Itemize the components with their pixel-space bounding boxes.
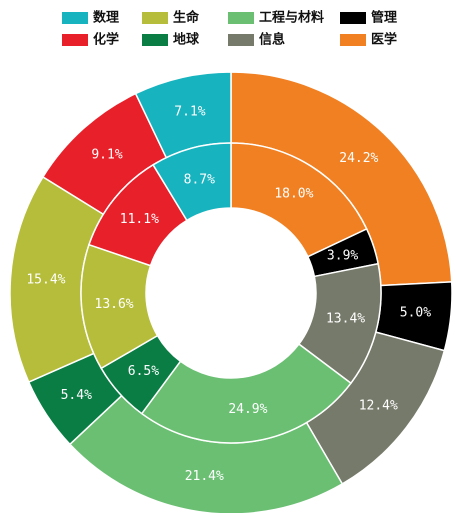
legend-swatch — [62, 12, 88, 24]
legend-label: 生命 — [173, 10, 200, 26]
value-label: 21.4% — [185, 469, 224, 484]
legend-swatch — [142, 34, 168, 46]
legend-label: 数理 — [93, 10, 119, 26]
value-label: 5.0% — [400, 305, 431, 320]
value-label: 13.6% — [95, 297, 134, 312]
legend-swatch — [142, 12, 168, 24]
legend-label: 化学 — [93, 32, 119, 48]
legend-swatch — [62, 34, 88, 46]
legend-label: 地球 — [173, 32, 200, 48]
value-label: 24.2% — [339, 151, 378, 166]
value-label: 18.0% — [274, 186, 313, 201]
legend-label: 医学 — [371, 32, 397, 48]
legend-swatch — [340, 34, 366, 46]
legend-swatch — [340, 12, 366, 24]
legend-swatch — [228, 34, 254, 46]
legend-swatch — [228, 12, 254, 24]
value-label: 12.4% — [359, 398, 398, 413]
value-label: 7.1% — [174, 105, 205, 120]
legend-label: 管理 — [371, 10, 397, 26]
value-label: 3.9% — [327, 249, 358, 264]
value-label: 9.1% — [91, 148, 122, 163]
legend-label: 信息 — [259, 32, 285, 48]
value-label: 6.5% — [128, 364, 159, 379]
donut-segment — [140, 343, 352, 444]
value-label: 15.4% — [26, 273, 65, 288]
donut-segment — [152, 142, 232, 222]
value-label: 24.9% — [228, 402, 267, 417]
value-label: 11.1% — [120, 212, 159, 227]
value-label: 13.4% — [326, 312, 365, 327]
legend-label: 工程与材料 — [259, 10, 324, 26]
value-label: 8.7% — [184, 172, 215, 187]
value-label: 5.4% — [61, 388, 92, 403]
